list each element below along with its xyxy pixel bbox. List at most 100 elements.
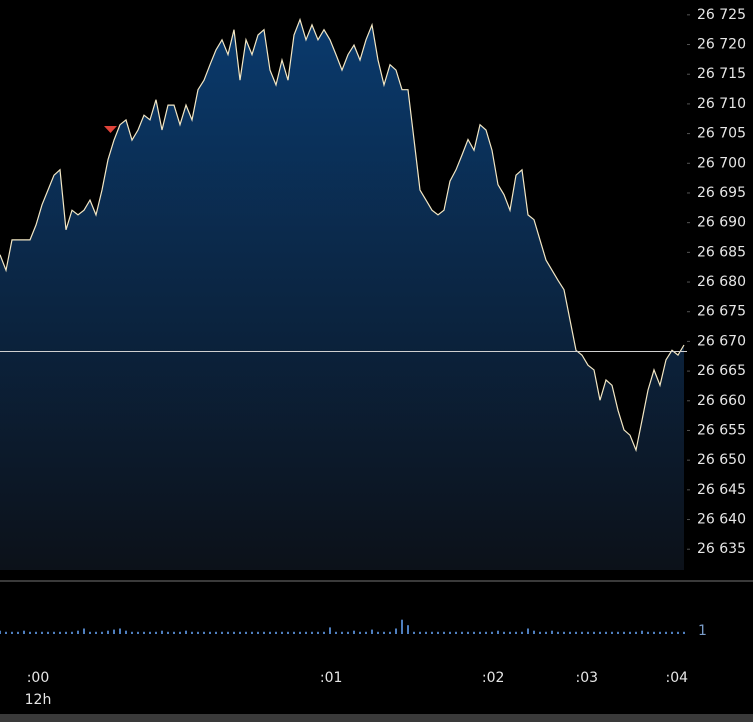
volume-bar	[557, 631, 559, 634]
volume-bar	[29, 631, 31, 634]
volume-bar	[395, 628, 397, 634]
volume-bar	[401, 619, 403, 634]
volume-bar	[269, 631, 271, 634]
volume-bar	[137, 631, 139, 634]
y-tick-label: 26 645	[697, 482, 746, 498]
volume-bar	[179, 631, 181, 634]
x-tick-label: :03	[576, 670, 599, 686]
volume-bar	[605, 631, 607, 634]
y-tick-label: 26 685	[697, 244, 746, 260]
volume-bar	[587, 631, 589, 634]
volume-bar	[83, 628, 85, 634]
volume-bar	[539, 631, 541, 634]
volume-bar	[593, 631, 595, 634]
volume-bar	[527, 628, 529, 634]
volume-bar	[353, 630, 355, 634]
volume-bar	[305, 631, 307, 634]
volume-bar	[53, 631, 55, 634]
volume-bar	[425, 631, 427, 634]
volume-bar	[467, 631, 469, 634]
y-tick-label: 26 695	[697, 185, 746, 201]
volume-bar	[257, 631, 259, 634]
volume-bar	[671, 631, 673, 634]
trade-marker	[104, 126, 117, 133]
volume-bar	[491, 631, 493, 634]
x-sublabel: 12h	[25, 692, 52, 708]
volume-bar	[437, 631, 439, 634]
volume-bar	[365, 631, 367, 634]
y-tick-label: 26 710	[697, 96, 746, 112]
volume-bar	[449, 631, 451, 634]
volume-bar	[101, 631, 103, 634]
volume-bar	[119, 628, 121, 634]
volume-bar	[659, 631, 661, 634]
volume-bar	[545, 631, 547, 634]
volume-bar	[431, 631, 433, 634]
volume-bar	[497, 630, 499, 634]
y-tick-label: 26 660	[697, 393, 746, 409]
volume-bar	[473, 631, 475, 634]
volume-bar	[281, 631, 283, 634]
volume-bar	[227, 631, 229, 634]
volume-bar	[131, 631, 133, 634]
volume-bar	[233, 631, 235, 634]
volume-bar	[389, 631, 391, 634]
volume-bar	[551, 630, 553, 634]
volume-bar	[149, 631, 151, 634]
volume-bar	[173, 631, 175, 634]
volume-bar	[197, 631, 199, 634]
volume-bar	[209, 631, 211, 634]
volume-bar	[335, 631, 337, 634]
volume-bar	[569, 631, 571, 634]
volume-bar	[263, 631, 265, 634]
volume-bar	[59, 631, 61, 634]
x-tick-label: :02	[482, 670, 505, 686]
volume-bar	[329, 627, 331, 634]
volume-bar	[617, 631, 619, 634]
volume-bar	[107, 630, 109, 634]
volume-bar	[383, 631, 385, 634]
y-tick-label: 26 670	[697, 333, 746, 349]
volume-bar	[251, 631, 253, 634]
volume-bar	[65, 631, 67, 634]
y-tick-label: 26 705	[697, 126, 746, 142]
volume-bar	[5, 631, 7, 634]
volume-bar	[71, 631, 73, 634]
volume-bar	[185, 630, 187, 634]
volume-bar	[0, 630, 1, 634]
x-tick-label: :04	[666, 670, 689, 686]
price-line	[0, 17, 685, 453]
volume-bar	[245, 631, 247, 634]
volume-bar	[479, 631, 481, 634]
y-tick-label: 26 725	[697, 7, 746, 23]
volume-bar	[407, 625, 409, 634]
volume-bar	[341, 631, 343, 634]
y-tick-label: 26 640	[697, 512, 746, 528]
volume-bar	[215, 631, 217, 634]
volume-bar	[221, 631, 223, 634]
y-tick-label: 26 700	[697, 155, 746, 171]
volume-bar	[113, 629, 115, 634]
volume-bar	[683, 631, 685, 634]
y-tick-label: 26 650	[697, 452, 746, 468]
volume-bar	[371, 629, 373, 634]
volume-bar	[629, 631, 631, 634]
volume-bar	[125, 630, 127, 634]
volume-bar	[95, 631, 97, 634]
volume-bar	[23, 630, 25, 634]
volume-bar	[155, 631, 157, 634]
volume-bar	[239, 631, 241, 634]
volume-bar	[503, 631, 505, 634]
bottom-bar	[0, 714, 753, 722]
volume-bar	[287, 631, 289, 634]
volume-bar	[311, 631, 313, 634]
y-tick-label: 26 680	[697, 274, 746, 290]
volume-bar	[299, 631, 301, 634]
volume-bar	[563, 631, 565, 634]
volume-bar	[515, 631, 517, 634]
volume-bar	[17, 631, 19, 634]
volume-bar	[41, 631, 43, 634]
y-tick-label: 26 715	[697, 66, 746, 82]
volume-bar	[575, 631, 577, 634]
volume-bar	[521, 631, 523, 634]
